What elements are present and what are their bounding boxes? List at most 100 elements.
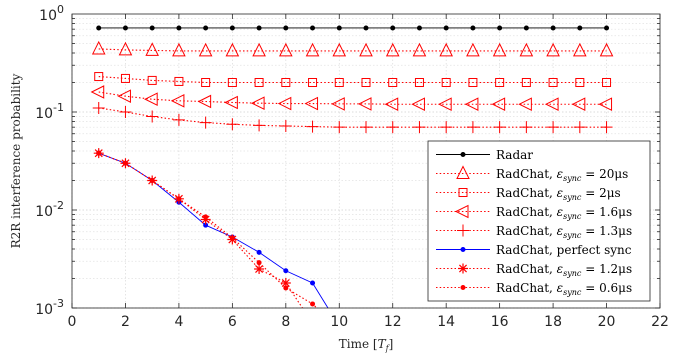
data-point — [492, 42, 507, 57]
data-point — [170, 94, 185, 108]
data-point — [225, 42, 240, 57]
data-point — [443, 25, 449, 31]
data-point — [416, 25, 422, 31]
data-point — [439, 42, 453, 57]
data-point — [466, 42, 480, 57]
data-point — [440, 121, 453, 134]
data-point — [466, 121, 479, 134]
x-tick-label: 4 — [174, 314, 183, 330]
data-point — [122, 160, 128, 166]
series-line — [98, 48, 607, 52]
data-point — [147, 75, 157, 85]
series-3 — [90, 85, 613, 112]
series-7 — [96, 150, 318, 308]
data-point — [414, 77, 424, 87]
data-point — [197, 94, 212, 109]
data-point — [600, 121, 613, 134]
series-4 — [92, 101, 613, 134]
data-point — [386, 121, 399, 134]
data-point — [304, 96, 319, 111]
data-point — [227, 77, 237, 87]
data-point — [310, 280, 316, 286]
x-tick-label: 8 — [281, 314, 290, 330]
x-tick-label: 22 — [651, 314, 669, 330]
data-point — [305, 42, 320, 57]
data-point — [604, 25, 610, 31]
x-axis-label: Time [Tf] — [339, 337, 394, 353]
legend-marker — [457, 224, 469, 237]
series-2 — [94, 72, 612, 87]
legend-label: RadChat, εsync = 20μs — [496, 167, 628, 183]
data-point — [412, 42, 427, 57]
data-point — [357, 97, 372, 111]
legend-marker — [456, 165, 470, 179]
data-point — [146, 110, 159, 123]
x-tick-label: 10 — [330, 314, 348, 330]
data-point — [411, 97, 425, 112]
data-point — [199, 116, 212, 129]
legend-box — [427, 140, 651, 302]
ticks — [71, 14, 661, 309]
data-point — [598, 97, 613, 112]
data-point — [575, 77, 585, 87]
data-point — [360, 121, 372, 134]
data-point — [149, 177, 155, 183]
data-point — [119, 106, 132, 118]
data-point — [441, 77, 451, 87]
data-point — [547, 121, 560, 134]
data-point — [306, 120, 319, 133]
legend-label: RadChat, εsync = 1.2μs — [496, 262, 632, 278]
legend-label: Radar — [496, 148, 533, 162]
data-point — [117, 89, 131, 103]
data-point — [201, 77, 211, 87]
y-axis-label: R2R interference probability — [9, 73, 23, 248]
data-point — [279, 42, 293, 57]
data-point — [491, 97, 506, 112]
series-line — [98, 91, 607, 105]
data-point — [96, 150, 102, 156]
data-point — [334, 77, 344, 87]
data-point — [519, 42, 534, 57]
data-point — [149, 25, 155, 31]
legend-marker — [458, 263, 468, 274]
data-point — [281, 77, 291, 87]
data-point — [359, 42, 373, 57]
data-point — [497, 25, 503, 31]
data-point — [361, 77, 371, 87]
data-point — [256, 260, 262, 266]
data-point — [518, 97, 532, 112]
data-point — [226, 118, 239, 131]
data-point — [544, 97, 559, 112]
data-point — [122, 25, 128, 31]
series-line — [98, 152, 318, 308]
data-point — [120, 73, 130, 83]
data-point — [468, 77, 478, 87]
data-point — [577, 25, 583, 31]
data-point — [599, 42, 614, 57]
x-tick-label: 18 — [544, 314, 562, 330]
data-point — [90, 85, 105, 99]
data-point — [280, 277, 291, 288]
data-point — [493, 121, 506, 134]
data-point — [145, 42, 159, 56]
data-point — [521, 77, 531, 87]
data-point — [495, 77, 505, 87]
x-tick-label: 2 — [121, 314, 130, 330]
legend-label: RadChat, εsync = 0.6μs — [496, 281, 632, 297]
y-tick-label: 10-3 — [35, 297, 64, 318]
data-point — [388, 77, 398, 87]
data-point — [224, 95, 238, 110]
data-point — [546, 42, 560, 57]
data-point — [277, 96, 292, 111]
legend-marker — [460, 285, 466, 290]
legend-marker — [460, 247, 466, 252]
data-point — [332, 42, 347, 57]
data-point — [385, 42, 400, 57]
data-point — [252, 42, 266, 57]
data-point — [200, 214, 211, 225]
data-point — [308, 77, 318, 87]
x-tick-labels: 0 2 4 6 8 10 12 14 16 18 20 22 — [68, 314, 669, 330]
data-point — [92, 101, 105, 114]
data-point — [283, 25, 289, 31]
data-point — [573, 42, 587, 57]
